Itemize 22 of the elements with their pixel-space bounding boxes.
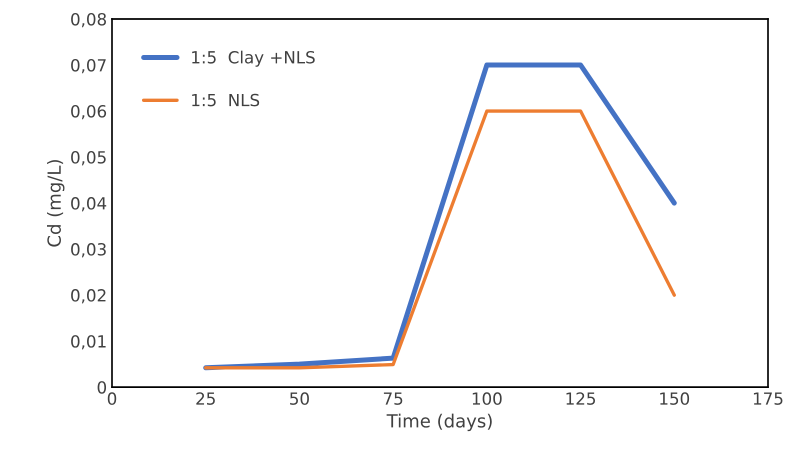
y-tick-label: 0,01: [71, 335, 106, 350]
y-tick-label: 0: [98, 381, 106, 394]
legend-label: 1:5 NLS: [192, 94, 260, 106]
x-tick-label: 0: [108, 392, 116, 405]
x-tick-label: 25: [196, 392, 215, 405]
y-tick-label: 0,04: [71, 197, 106, 212]
y-tick-label: 0,08: [71, 12, 106, 28]
legend-label: 1:5 Clay +NLS: [192, 50, 315, 67]
x-tick-label: 100: [472, 392, 502, 405]
y-tick-label: 0,07: [71, 58, 106, 74]
x-tick-label: 150: [660, 392, 690, 405]
x-axis-title: Time (days): [386, 414, 492, 432]
x-tick-label: 75: [384, 392, 402, 405]
y-tick-label: 0,05: [71, 151, 106, 166]
y-tick-label: 0,06: [71, 104, 106, 120]
x-tick-label: 125: [566, 392, 596, 405]
x-tick-label: 175: [754, 392, 782, 405]
x-tick-label: 50: [290, 392, 309, 405]
y-tick-label: 0,03: [71, 243, 106, 258]
line-series: [204, 109, 676, 370]
y-tick-label: 0,02: [71, 289, 106, 304]
y-axis-title: Cd (mg/L): [47, 160, 64, 247]
